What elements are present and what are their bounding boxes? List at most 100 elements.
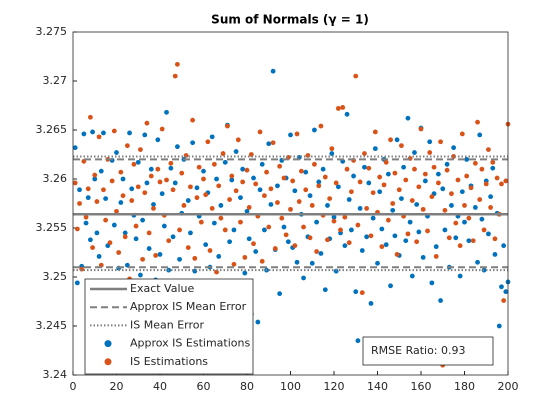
point: [203, 192, 209, 198]
point: [312, 127, 317, 133]
point: [92, 172, 98, 178]
point: [401, 164, 406, 170]
point: [133, 236, 139, 242]
point: [383, 159, 389, 165]
point: [464, 157, 470, 162]
point: [327, 196, 333, 202]
point: [283, 232, 289, 238]
point: [107, 240, 113, 246]
point: [231, 227, 237, 233]
point: [266, 141, 272, 147]
point: [83, 220, 89, 226]
point: [233, 188, 239, 194]
point: [92, 176, 98, 182]
point: [475, 119, 480, 125]
point: [496, 323, 502, 329]
point: [338, 227, 343, 233]
point: [503, 289, 509, 295]
point: [233, 149, 239, 154]
point: [129, 198, 135, 203]
x-tick-label: 140: [367, 380, 388, 393]
point: [475, 259, 480, 265]
point: [201, 176, 206, 182]
point: [346, 240, 352, 246]
point: [209, 206, 215, 211]
x-tick-label: 180: [454, 380, 475, 393]
point: [492, 252, 498, 257]
point: [436, 171, 441, 177]
point: [501, 243, 507, 249]
point: [285, 239, 291, 245]
point: [259, 258, 265, 264]
point: [344, 166, 350, 172]
point: [185, 245, 191, 251]
point: [416, 229, 422, 235]
point: [238, 219, 243, 225]
legend-label: Approx IS Estimations: [130, 337, 250, 350]
point: [357, 179, 363, 185]
point: [462, 203, 467, 208]
point: [259, 161, 265, 167]
point: [320, 166, 326, 172]
point: [331, 218, 337, 224]
point: [148, 166, 154, 172]
point: [177, 227, 182, 233]
legend-swatch: [104, 340, 112, 348]
point: [188, 230, 193, 236]
point: [74, 226, 80, 232]
point: [392, 233, 398, 239]
point: [124, 143, 130, 149]
x-tick-label: 160: [411, 380, 432, 393]
x-tick-label: 40: [153, 380, 167, 393]
point: [272, 246, 278, 251]
point: [246, 205, 252, 210]
point: [425, 228, 430, 234]
point: [301, 224, 306, 230]
legend-label: IS Estimations: [130, 355, 208, 368]
point: [83, 214, 89, 220]
point: [414, 202, 420, 207]
point: [157, 252, 163, 257]
point: [296, 199, 302, 204]
point: [253, 249, 259, 254]
point: [368, 301, 374, 306]
point: [138, 147, 143, 153]
point: [270, 68, 276, 74]
point: [409, 273, 415, 279]
point: [133, 223, 139, 229]
point: [444, 167, 450, 173]
x-tick-label: 0: [70, 380, 77, 393]
point: [316, 183, 322, 189]
point: [101, 187, 106, 193]
point: [251, 175, 256, 181]
legend-box: [84, 278, 254, 375]
point: [303, 169, 309, 175]
point: [201, 168, 206, 174]
point: [144, 120, 150, 126]
point: [318, 123, 324, 129]
point: [451, 145, 457, 151]
point: [418, 126, 424, 132]
point: [194, 185, 200, 191]
point: [427, 139, 433, 145]
x-tick-label: 100: [280, 380, 301, 393]
point: [344, 111, 350, 117]
point: [490, 165, 496, 171]
point: [94, 230, 100, 236]
point: [257, 129, 263, 135]
point: [211, 161, 217, 167]
point: [262, 193, 267, 199]
point: [422, 178, 428, 184]
point: [270, 140, 276, 146]
point: [190, 140, 196, 146]
point: [359, 248, 365, 253]
point: [290, 178, 296, 184]
point: [340, 105, 346, 110]
point: [159, 191, 165, 197]
x-tick-label: 20: [110, 380, 124, 393]
legend-label: IS Mean Error: [130, 318, 204, 331]
point: [372, 146, 378, 152]
point: [436, 180, 441, 186]
point: [349, 227, 354, 233]
